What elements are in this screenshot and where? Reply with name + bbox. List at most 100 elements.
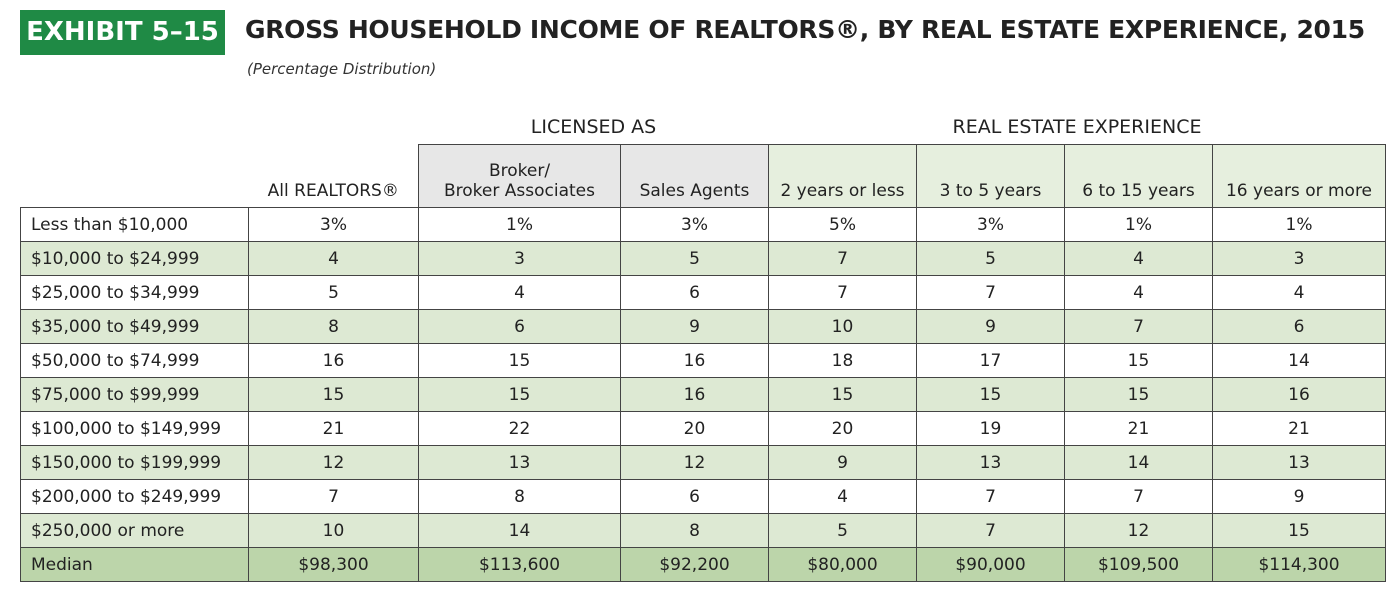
column-header: 2 years or less [768, 144, 917, 208]
cell: 15 [248, 377, 419, 412]
cell: 16 [248, 343, 419, 378]
cell: 7 [1064, 309, 1213, 344]
cell: 12 [248, 445, 419, 480]
row-label: Median [20, 547, 249, 582]
cell: 14 [418, 513, 621, 548]
column-header: Broker/ Broker Associates [418, 144, 621, 208]
column-header: 3 to 5 years [916, 144, 1065, 208]
cell: 7 [768, 275, 917, 310]
subtitle: (Percentage Distribution) [247, 60, 437, 78]
cell: 10 [248, 513, 419, 548]
table-row: Median $98,300 $113,600 $92,200 $80,000 $90,0… [20, 547, 1386, 582]
table-row: $35,000 to $49,999 8 6 9 10 9 7 6 [20, 309, 1386, 344]
cell: 8 [248, 309, 419, 344]
cell: 12 [620, 445, 769, 480]
table-row: $75,000 to $99,999 15 15 16 15 15 15 16 [20, 377, 1386, 412]
table-row: $200,000 to $249,999 7 8 6 4 7 7 9 [20, 479, 1386, 514]
cell: 13 [1212, 445, 1386, 480]
title: GROSS HOUSEHOLD INCOME OF REALTORS®, BY … [245, 15, 1365, 44]
row-label: $50,000 to $74,999 [20, 343, 249, 378]
cell: 5 [916, 241, 1065, 276]
cell: 7 [916, 275, 1065, 310]
exhibit-label: EXHIBIT 5–15 [20, 10, 225, 55]
row-label: $200,000 to $249,999 [20, 479, 249, 514]
cell: 16 [620, 377, 769, 412]
cell: 20 [768, 411, 917, 446]
table-row: $100,000 to $149,999 21 22 20 20 19 21 21 [20, 411, 1386, 446]
row-label: $10,000 to $24,999 [20, 241, 249, 276]
cell: 1% [1212, 207, 1386, 242]
cell: 4 [248, 241, 419, 276]
cell: 10 [768, 309, 917, 344]
cell: 1% [418, 207, 621, 242]
cell: 3 [418, 241, 621, 276]
cell: 8 [418, 479, 621, 514]
table-row: $50,000 to $74,999 16 15 16 18 17 15 14 [20, 343, 1386, 378]
cell: 14 [1212, 343, 1386, 378]
spacer [21, 145, 249, 208]
cell: 5 [768, 513, 917, 548]
cell: 3% [248, 207, 419, 242]
cell: 12 [1064, 513, 1213, 548]
cell: 1% [1064, 207, 1213, 242]
cell: 3% [916, 207, 1065, 242]
row-label: $100,000 to $149,999 [20, 411, 249, 446]
cell: 3% [620, 207, 769, 242]
cell: 15 [418, 343, 621, 378]
spacer [21, 110, 419, 145]
cell: 3 [1212, 241, 1386, 276]
row-label: Less than $10,000 [20, 207, 249, 242]
cell: $92,200 [620, 547, 769, 582]
cell: 15 [1212, 513, 1386, 548]
cell: 6 [620, 275, 769, 310]
cell: 7 [248, 479, 419, 514]
cell: 6 [1212, 309, 1386, 344]
cell: 5% [768, 207, 917, 242]
cell: 9 [1212, 479, 1386, 514]
cell: 22 [418, 411, 621, 446]
cell: 6 [418, 309, 621, 344]
cell: 6 [620, 479, 769, 514]
cell: $98,300 [248, 547, 419, 582]
cell: 4 [1212, 275, 1386, 310]
row-label: $35,000 to $49,999 [20, 309, 249, 344]
cell: 21 [1064, 411, 1213, 446]
column-header: Sales Agents [620, 144, 769, 208]
cell: 9 [916, 309, 1065, 344]
row-label: $250,000 or more [20, 513, 249, 548]
cell: 15 [1064, 343, 1213, 378]
cell: 9 [620, 309, 769, 344]
cell: 4 [418, 275, 621, 310]
group-header: LICENSED AS [530, 116, 657, 138]
table-row: All REALTORS® Broker/ Broker Associates Sa… [21, 144, 1386, 208]
table-row: $150,000 to $199,999 12 13 12 9 13 14 13 [20, 445, 1386, 480]
cell: 15 [1064, 377, 1213, 412]
cell: 7 [768, 241, 917, 276]
cell: 9 [768, 445, 917, 480]
cell: 7 [1064, 479, 1213, 514]
cell: 8 [620, 513, 769, 548]
cell: 15 [768, 377, 917, 412]
cell: 14 [1064, 445, 1213, 480]
cell: 4 [1064, 275, 1213, 310]
cell: $109,500 [1064, 547, 1213, 582]
row-label: $150,000 to $199,999 [20, 445, 249, 480]
group-header: REAL ESTATE EXPERIENCE [952, 116, 1202, 138]
column-header: 16 years or more [1212, 144, 1386, 208]
table-row: LICENSED AS REAL ESTATE EXPERIENCE [21, 110, 1386, 145]
table-row: $25,000 to $34,999 5 4 6 7 7 4 4 [20, 275, 1386, 310]
cell: $80,000 [768, 547, 917, 582]
cell: $90,000 [916, 547, 1065, 582]
cell: 16 [1212, 377, 1386, 412]
table-row: Less than $10,000 3% 1% 3% 5% 3% 1% 1% [20, 207, 1386, 242]
cell: 19 [916, 411, 1065, 446]
cell: 5 [248, 275, 419, 310]
cell: 7 [916, 479, 1065, 514]
cell: 13 [916, 445, 1065, 480]
cell: 13 [418, 445, 621, 480]
row-label: $75,000 to $99,999 [20, 377, 249, 412]
cell: 4 [768, 479, 917, 514]
column-header: All REALTORS® [267, 181, 399, 201]
cell: 20 [620, 411, 769, 446]
